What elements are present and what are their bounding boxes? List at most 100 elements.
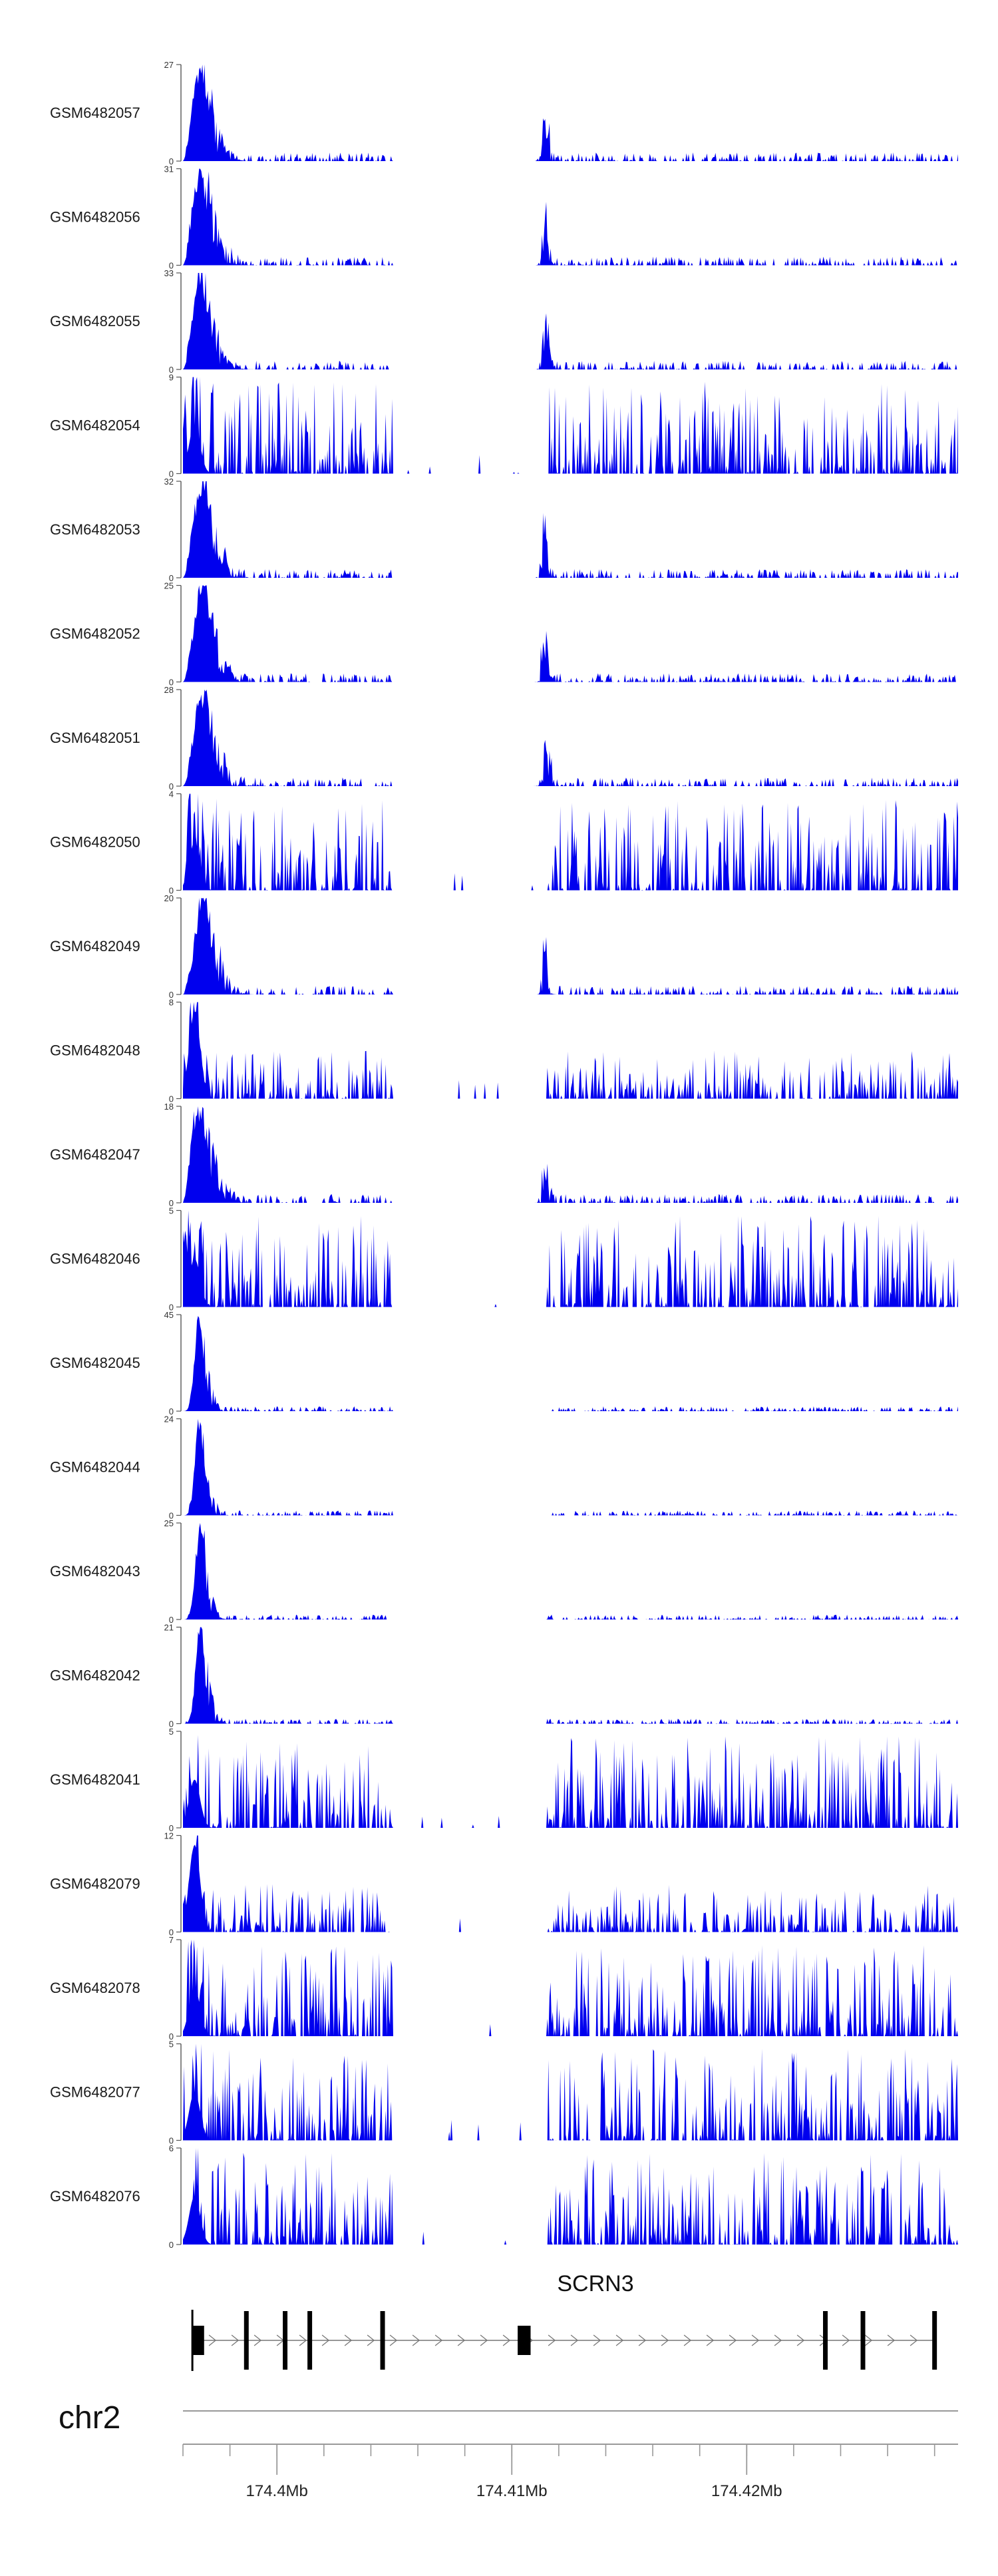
strand-arrow [842,2334,850,2346]
y-min-label: 0 [169,2032,174,2041]
strand-arrow [548,2334,556,2346]
track-GSM6482079: GSM6482079 12 0 [50,1831,958,1938]
track-label: GSM6482056 [50,208,140,225]
strand-arrow [706,2334,715,2346]
track-GSM6482055: GSM6482055 33 0 [50,268,958,375]
track-GSM6482046: GSM6482046 5 0 [50,1206,958,1313]
y-max-label: 7 [169,1935,174,1945]
track-GSM6482053: GSM6482053 32 0 [50,477,958,583]
y-max-label: 33 [164,268,174,278]
strand-arrow [887,2334,896,2346]
track-label: GSM6482042 [50,1667,140,1683]
strand-arrow [389,2334,398,2346]
track-label: GSM6482041 [50,1771,140,1788]
coverage-area [183,585,958,682]
y-min-label: 0 [169,1928,174,1938]
track-GSM6482047: GSM6482047 18 0 [50,1102,958,1208]
track-GSM6482044: GSM6482044 24 0 [50,1414,958,1521]
exon [307,2311,313,2370]
strand-arrow [683,2334,692,2346]
track-GSM6482077: GSM6482077 5 0 [50,2039,958,2146]
coverage-area [183,377,958,474]
y-min-label: 0 [169,781,174,791]
coverage-area [183,1210,958,1307]
strand-arrow [864,2334,873,2346]
exon [518,2326,531,2355]
y-max-label: 18 [164,1102,174,1112]
y-min-label: 0 [169,2240,174,2250]
exon [932,2311,937,2370]
strand-arrow [570,2334,579,2346]
coverage-area [183,2148,958,2245]
track-GSM6482054: GSM6482054 9 0 [50,373,958,479]
strand-arrow [480,2334,488,2346]
strand-arrow [299,2334,307,2346]
coverage-area [183,1835,958,1932]
y-max-label: 5 [169,1727,174,1737]
coverage-area [183,1316,958,1411]
y-min-label: 0 [169,678,174,688]
strand-arrow [253,2334,262,2346]
y-min-label: 0 [169,886,174,896]
y-max-label: 24 [164,1414,174,1424]
coverage-area [183,168,958,266]
track-label: GSM6482054 [50,417,140,433]
track-GSM6482043: GSM6482043 25 0 [50,1518,958,1625]
track-label: GSM6482055 [50,313,140,329]
y-min-label: 0 [169,1094,174,1104]
y-max-label: 9 [169,373,174,383]
coverage-area [183,1418,958,1516]
y-min-label: 0 [169,261,174,271]
y-max-label: 25 [164,1518,174,1528]
y-min-label: 0 [169,1511,174,1521]
strand-arrow [412,2334,420,2346]
track-label: GSM6482051 [50,730,140,746]
y-min-label: 0 [169,1719,174,1729]
y-max-label: 31 [164,164,174,174]
exon [380,2311,385,2370]
coverage-area [183,898,958,994]
strand-arrow [796,2334,805,2346]
y-max-label: 12 [164,1831,174,1841]
y-max-label: 27 [164,60,174,70]
y-min-label: 0 [169,1198,174,1208]
y-min-label: 0 [169,1406,174,1416]
chromosome-label: chr2 [59,2400,120,2436]
track-GSM6482078: GSM6482078 7 0 [50,1935,958,2041]
strand-arrow [502,2334,511,2346]
track-label: GSM6482048 [50,1042,140,1058]
track-label: GSM6482052 [50,625,140,642]
strand-arrow [751,2334,760,2346]
genome-axis-tick-label: 174.41Mb [476,2482,548,2500]
track-label: GSM6482045 [50,1355,140,1371]
track-label: GSM6482049 [50,938,140,955]
y-min-label: 0 [169,365,174,375]
strand-arrow [367,2334,375,2346]
strand-arrow [910,2334,918,2346]
strand-arrow [774,2334,782,2346]
track-GSM6482076: GSM6482076 6 0 [50,2143,958,2250]
coverage-area [183,65,958,161]
y-min-label: 0 [169,469,174,479]
coverage-area [183,1002,958,1099]
track-GSM6482045: GSM6482045 45 0 [50,1310,958,1416]
track-GSM6482048: GSM6482048 8 0 [50,998,958,1104]
coverage-area [183,2043,958,2141]
y-min-label: 0 [169,2136,174,2146]
track-label: GSM6482079 [50,1875,140,1892]
exon [283,2311,288,2370]
coverage-area [183,1735,958,1828]
track-label: GSM6482078 [50,1980,140,1996]
chromosome-axis: chr2 174.4Mb 174.41Mb 174.42Mb [59,2400,958,2500]
track-label: GSM6482076 [50,2188,140,2205]
coverage-area [183,1106,958,1203]
genome-axis-tick-label: 174.4Mb [246,2482,308,2500]
y-max-label: 28 [164,685,174,695]
track-label: GSM6482046 [50,1250,140,1267]
strand-arrow [729,2334,737,2346]
track-label: GSM6482053 [50,521,140,538]
coverage-area [183,1940,958,2036]
y-min-label: 0 [169,156,174,166]
track-GSM6482049: GSM6482049 20 0 [50,893,958,1000]
